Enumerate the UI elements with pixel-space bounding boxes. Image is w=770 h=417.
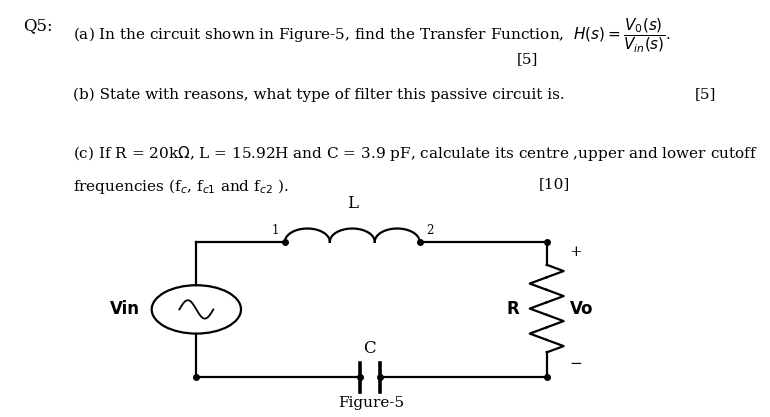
Text: [5]: [5] (695, 88, 716, 102)
Text: 2: 2 (426, 224, 434, 237)
Text: 1: 1 (271, 224, 279, 237)
Text: (a) In the circuit shown in Figure-5, find the Transfer Function,  $H(s) = \dfra: (a) In the circuit shown in Figure-5, fi… (73, 17, 671, 55)
Text: Vin: Vin (110, 300, 140, 319)
Text: −: − (570, 357, 583, 371)
Text: frequencies (f$_c$, f$_{c1}$ and f$_{c2}$ ).: frequencies (f$_c$, f$_{c1}$ and f$_{c2}… (73, 177, 289, 196)
Text: R: R (507, 299, 520, 318)
Text: +: + (570, 244, 583, 259)
Text: Q5:: Q5: (23, 17, 52, 34)
Text: (b) State with reasons, what type of filter this passive circuit is.: (b) State with reasons, what type of fil… (73, 88, 564, 102)
Text: (c) If R = 20k$\Omega$, L = 15.92H and C = 3.9 pF, calculate its centre ,upper a: (c) If R = 20k$\Omega$, L = 15.92H and C… (73, 144, 758, 163)
Text: Vo: Vo (570, 299, 594, 318)
Text: C: C (363, 339, 376, 357)
Text: Figure-5: Figure-5 (339, 396, 404, 410)
Text: L: L (346, 195, 358, 212)
Text: [10]: [10] (539, 177, 570, 191)
Text: [5]: [5] (517, 52, 538, 66)
